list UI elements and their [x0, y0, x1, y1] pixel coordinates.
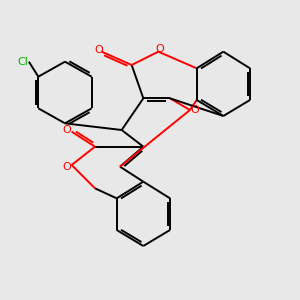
- Text: O: O: [63, 125, 71, 135]
- Text: O: O: [190, 105, 199, 115]
- Text: O: O: [94, 45, 103, 55]
- Text: O: O: [63, 161, 71, 172]
- Text: O: O: [155, 44, 164, 54]
- Text: Cl: Cl: [17, 57, 28, 67]
